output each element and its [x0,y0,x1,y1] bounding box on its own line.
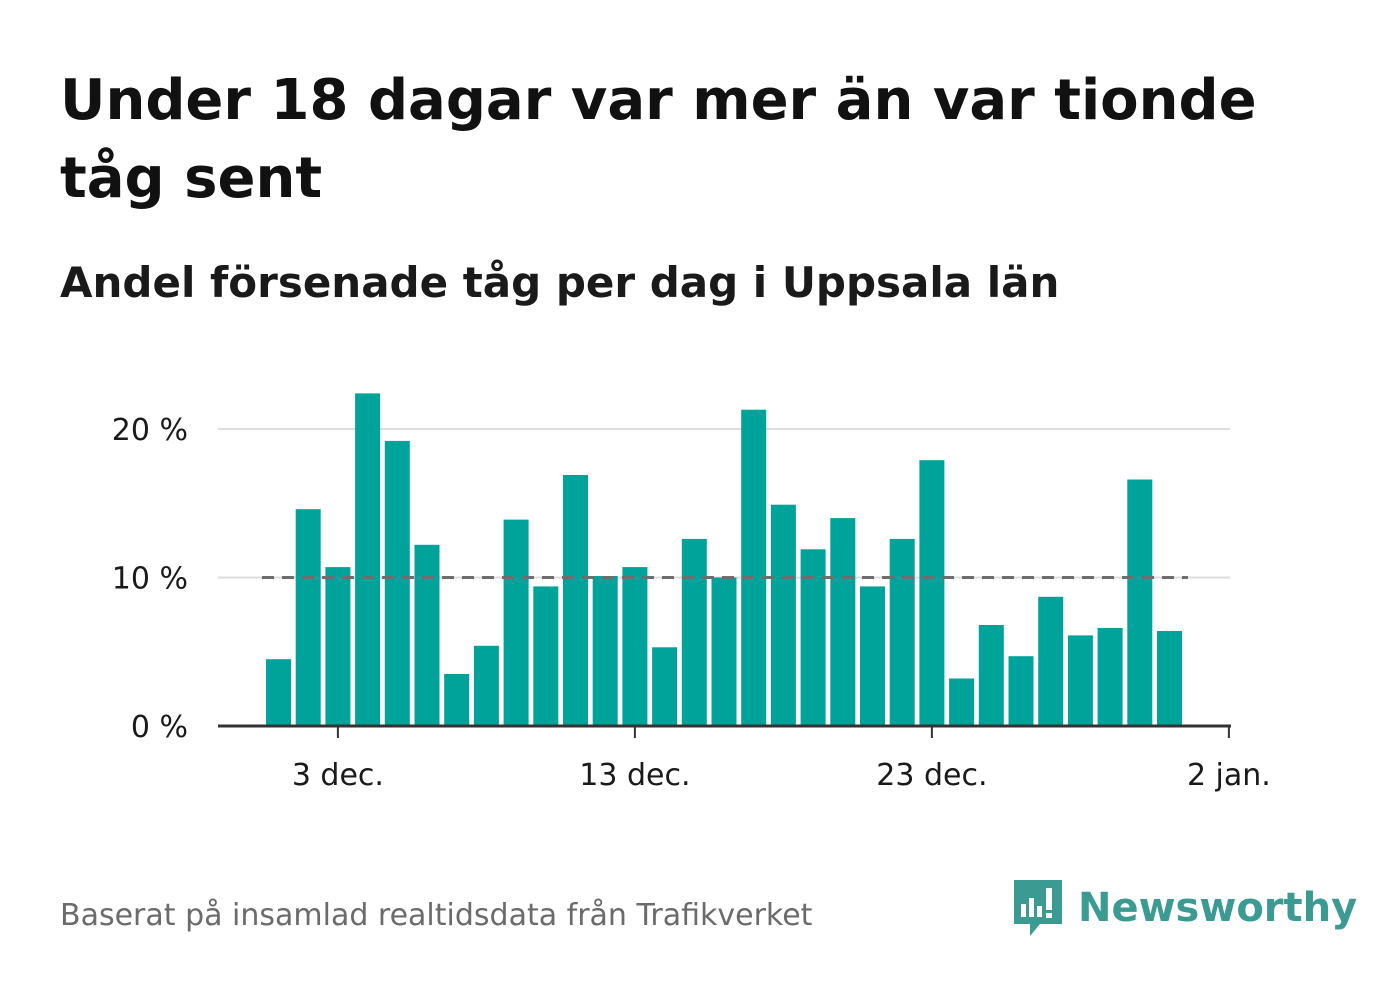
bar [830,518,856,726]
bar [889,538,915,726]
bar [473,645,499,726]
bar [414,544,440,726]
chart-title: Under 18 dagar var mer än var tionde tåg… [60,68,1257,211]
bar [295,509,321,726]
bar [503,519,529,726]
bar [1067,635,1093,726]
x-tick-label: 2 jan. [1187,758,1271,793]
bar [384,440,410,726]
bar [949,678,975,726]
bar [1097,628,1123,726]
bar [563,475,588,726]
bar [325,567,351,726]
bar [355,393,381,726]
bar-series [266,393,1182,726]
bar [919,460,945,726]
bar [1008,656,1034,726]
bar [800,549,826,726]
bar [1127,479,1153,726]
bar [1038,596,1064,726]
bar [770,504,796,726]
x-axis-ticks: 3 dec. 13 dec. 23 dec. 2 jan. [292,726,1271,793]
bar [592,576,618,726]
bar [978,625,1004,726]
bar [652,647,678,726]
bar [622,567,648,726]
bar [681,538,707,726]
brand-logo: Newsworthy [1010,876,1357,940]
y-tick-label: 0 % [131,710,188,745]
x-tick-label: 3 dec. [292,758,384,793]
bar [741,409,767,726]
bar [266,659,291,726]
bar [444,674,470,726]
bar [860,586,885,726]
source-note: Baserat på insamlad realtidsdata från Tr… [60,898,813,933]
newsworthy-bar-chart-bubble-icon [1014,880,1062,936]
chart-subtitle: Andel försenade tåg per dag i Uppsala lä… [60,258,1060,307]
x-tick-label: 13 dec. [579,758,690,793]
brand-name: Newsworthy [1078,885,1358,931]
y-tick-label: 20 % [112,413,188,448]
bar [711,577,737,726]
bar [533,586,559,726]
x-tick-label: 23 dec. [876,758,987,793]
bar [1157,631,1182,726]
y-axis-tick-labels: 0 % 10 % 20 % [112,413,188,745]
y-tick-label: 10 % [112,562,188,597]
